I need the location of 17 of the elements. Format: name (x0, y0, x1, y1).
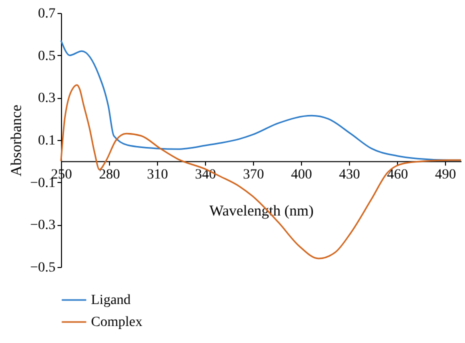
y-tick-label: 0.3 (38, 91, 56, 106)
y-tick-label: 0.7 (38, 6, 56, 22)
x-tick-label: 280 (99, 168, 120, 183)
y-axis-title: Absorbance (9, 104, 26, 176)
legend-label: Complex (91, 315, 142, 330)
x-tick-label: 400 (291, 168, 312, 183)
x-tick-label: 310 (147, 168, 168, 183)
x-tick-label: 370 (243, 168, 264, 183)
x-tick-label: 460 (387, 168, 408, 183)
y-tick-label: −0.5 (30, 260, 56, 276)
x-tick-label: 430 (339, 168, 360, 183)
y-tick-label: 0.5 (38, 48, 56, 64)
legend-label: Ligand (91, 293, 131, 308)
y-tick-label: −0.3 (30, 218, 56, 234)
y-tick-label: −0.1 (30, 176, 56, 191)
y-tick-label: 0.1 (38, 134, 56, 148)
x-tick-label: 490 (435, 168, 456, 183)
